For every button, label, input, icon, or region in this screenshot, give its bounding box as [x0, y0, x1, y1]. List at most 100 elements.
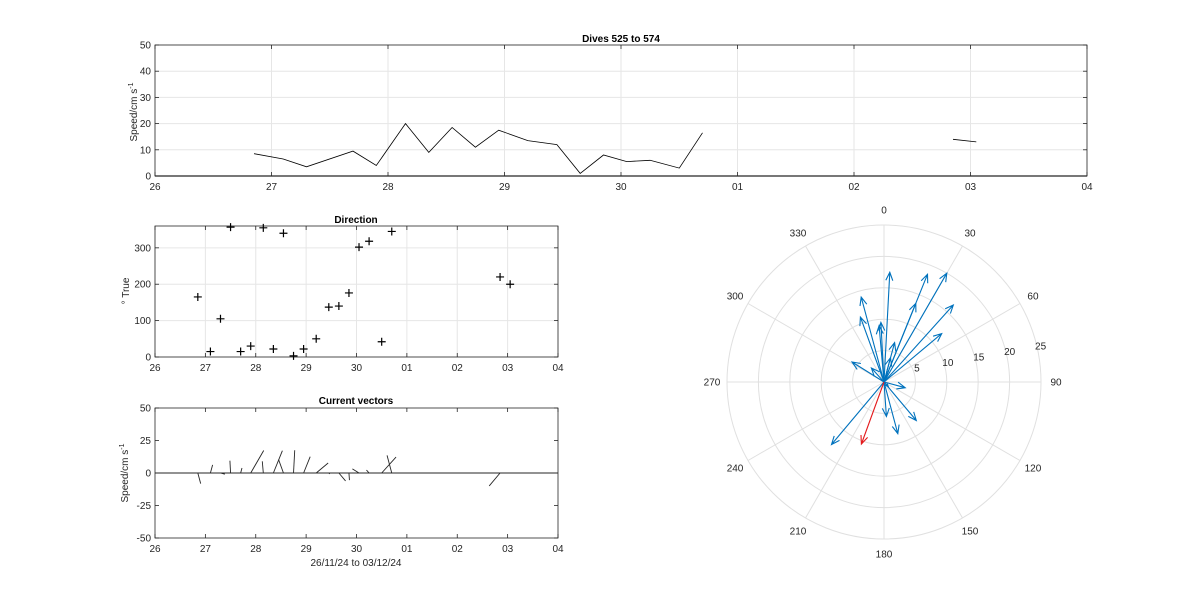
polar-spoke: [747, 381, 885, 461]
current-vector-stick: [240, 467, 243, 474]
direction-point: [312, 334, 321, 343]
speed-series-line: [253, 122, 703, 174]
direction-point: [387, 227, 396, 236]
current-vector-stick: [366, 469, 370, 474]
polar-radius-label: 15: [973, 353, 985, 364]
y-tick-label: 50: [140, 41, 152, 52]
y-tick-label: 0: [145, 353, 151, 364]
y-tick-label: 50: [140, 404, 152, 415]
polar-spoke: [747, 303, 885, 383]
current-vector-stick: [293, 450, 296, 474]
polar-angle-label: 120: [1025, 464, 1042, 475]
x-tick-label: 27: [200, 544, 212, 555]
current-arrow: [883, 270, 894, 383]
x-tick-label: 30: [351, 544, 363, 555]
x-tick-label: 01: [401, 363, 413, 374]
x-tick-label: 04: [552, 363, 564, 374]
current-vector-stick: [250, 450, 265, 474]
polar-current-plot: 0 30 60 90 120 150 180 210 240 270 300 330 5 10 15 20 25: [704, 206, 1062, 561]
current-vector-stick: [197, 472, 202, 484]
current-arrow: [883, 271, 948, 383]
polar-angle-label: 180: [876, 550, 893, 561]
mean-current-arrow: [860, 381, 885, 446]
direction-point: [299, 344, 308, 353]
direction-title: Direction: [334, 215, 377, 226]
direction-y-axis-label: ° True: [121, 277, 132, 304]
direction-point: [377, 337, 386, 346]
current-vector-stick: [229, 460, 232, 474]
y-tick-label: 0: [145, 469, 151, 480]
direction-point: [193, 292, 202, 301]
direction-point: [334, 302, 343, 311]
y-tick-label: -25: [137, 501, 152, 512]
current-vector-stick: [272, 450, 283, 474]
polar-angle-label: 60: [1027, 292, 1039, 303]
polar-angle-label: 210: [790, 526, 807, 537]
direction-point: [226, 223, 235, 232]
current-vector-stick: [220, 472, 225, 475]
x-tick-label: 02: [452, 544, 464, 555]
polar-spoke: [883, 303, 1021, 383]
current-arrow: [881, 381, 890, 418]
x-tick-label: 01: [732, 182, 744, 193]
vectors-x-axis-label: 26/11/24 to 03/12/24: [310, 558, 401, 569]
x-tick-label: 30: [615, 182, 627, 193]
current-arrow: [883, 303, 955, 383]
x-tick-label: 29: [301, 544, 313, 555]
polar-angle-label: 90: [1050, 378, 1062, 389]
polar-angle-label: 30: [964, 229, 976, 240]
y-tick-label: -50: [137, 534, 152, 545]
current-arrow: [850, 361, 885, 383]
direction-point: [344, 288, 353, 297]
polar-radius-label: 25: [1035, 342, 1047, 353]
x-tick-label: 01: [401, 544, 413, 555]
direction-point: [279, 229, 288, 238]
x-tick-label: 02: [848, 182, 860, 193]
x-tick-label: 28: [382, 182, 394, 193]
speed-time-series-panel: Dives 525 to 574 Speed/cm s-1 26 27 28 29 30…: [128, 34, 1093, 193]
y-tick-label: 0: [145, 172, 151, 183]
polar-spoke: [883, 381, 1021, 461]
x-tick-label: 04: [552, 544, 564, 555]
current-vector-stick: [381, 456, 397, 474]
current-vector-stick: [261, 461, 264, 474]
x-tick-label: 30: [351, 363, 363, 374]
current-vector-stick: [278, 459, 284, 474]
x-tick-label: 03: [502, 544, 514, 555]
direction-point: [289, 351, 298, 360]
x-tick-label: 03: [502, 363, 514, 374]
current-arrow: [883, 381, 918, 422]
polar-radius-label: 5: [914, 364, 920, 375]
speed-title: Dives 525 to 574: [582, 34, 660, 45]
x-tick-label: 29: [301, 363, 313, 374]
direction-point: [506, 280, 515, 289]
x-tick-label: 27: [266, 182, 278, 193]
current-vector-stick: [386, 455, 393, 474]
polar-angle-label: 0: [881, 206, 887, 217]
x-tick-label: 28: [250, 544, 262, 555]
y-tick-label: 200: [134, 280, 151, 291]
direction-point: [324, 303, 333, 312]
x-tick-label: 26: [149, 363, 161, 374]
direction-point: [246, 342, 255, 351]
polar-angle-label: 270: [704, 378, 721, 389]
current-arrow: [883, 381, 907, 390]
y-tick-label: 25: [140, 436, 152, 447]
polar-angle-label: 150: [962, 526, 979, 537]
current-vector-stick: [328, 472, 331, 475]
polar-spoke: [805, 381, 885, 519]
polar-angle-label: 300: [727, 292, 744, 303]
current-arrow: [859, 315, 885, 383]
current-arrow: [875, 324, 885, 383]
y-tick-label: 20: [140, 119, 152, 130]
x-tick-label: 29: [499, 182, 511, 193]
polar-spoke: [883, 381, 963, 519]
speed-series-line: [952, 138, 977, 143]
y-tick-label: 300: [134, 243, 151, 254]
direction-point: [236, 347, 245, 356]
y-tick-label: 40: [140, 67, 152, 78]
current-vector-stick: [488, 472, 501, 487]
polar-radius-label: 20: [1004, 347, 1016, 358]
x-tick-label: 26: [149, 182, 161, 193]
